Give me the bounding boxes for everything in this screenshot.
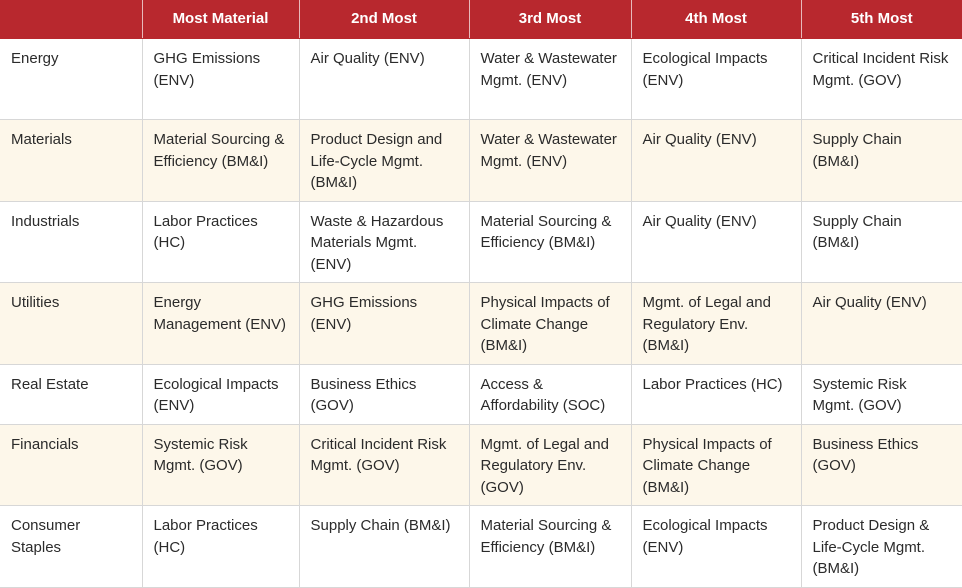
table-cell: Systemic Risk Mgmt. (GOV) bbox=[801, 364, 962, 425]
table-cell: Business Ethics (GOV) bbox=[299, 364, 470, 425]
table-cell: Air Quality (ENV) bbox=[631, 201, 802, 283]
table-cell: Material Sourcing & Efficiency (BM&I) bbox=[142, 119, 300, 202]
table-cell: Product Design & Life-Cycle Mgmt. (BM&I) bbox=[801, 505, 962, 588]
table-cell: Mgmt. of Legal and Regulatory Env. (BM&I… bbox=[631, 282, 802, 365]
sector-cell: Materials bbox=[0, 119, 143, 202]
sector-cell: Financials bbox=[0, 424, 143, 506]
header-cell-most-material: Most Material bbox=[142, 0, 300, 39]
table-cell: Supply Chain (BM&I) bbox=[299, 505, 470, 588]
table-row: Industrials Labor Practices (HC) Waste &… bbox=[0, 201, 962, 283]
table-cell: GHG Emissions (ENV) bbox=[142, 38, 300, 120]
table-cell: Supply Chain (BM&I) bbox=[801, 119, 962, 202]
table-cell: Air Quality (ENV) bbox=[299, 38, 470, 120]
table-cell: Ecological Impacts (ENV) bbox=[142, 364, 300, 425]
table-cell: Physical Impacts of Climate Change (BM&I… bbox=[631, 424, 802, 506]
table-cell: GHG Emissions (ENV) bbox=[299, 282, 470, 365]
table-cell: Labor Practices (HC) bbox=[631, 364, 802, 425]
table-row: Real Estate Ecological Impacts (ENV) Bus… bbox=[0, 364, 962, 425]
table-cell: Systemic Risk Mgmt. (GOV) bbox=[142, 424, 300, 506]
header-cell-4th-most: 4th Most bbox=[631, 0, 802, 39]
table-cell: Waste & Hazardous Materials Mgmt. (ENV) bbox=[299, 201, 470, 283]
header-cell-2nd-most: 2nd Most bbox=[299, 0, 470, 39]
table-cell: Labor Practices (HC) bbox=[142, 505, 300, 588]
table-cell: Water & Wastewater Mgmt. (ENV) bbox=[469, 119, 632, 202]
table-cell: Material Sourcing & Efficiency (BM&I) bbox=[469, 201, 632, 283]
table-cell: Product Design and Life-Cycle Mgmt. (BM&… bbox=[299, 119, 470, 202]
sector-cell: Energy bbox=[0, 38, 143, 120]
table-cell: Physical Impacts of Climate Change (BM&I… bbox=[469, 282, 632, 365]
table-cell: Mgmt. of Legal and Regulatory Env. (GOV) bbox=[469, 424, 632, 506]
table-cell: Energy Management (ENV) bbox=[142, 282, 300, 365]
table-row: Energy GHG Emissions (ENV) Air Quality (… bbox=[0, 38, 962, 120]
table-cell: Ecological Impacts (ENV) bbox=[631, 38, 802, 120]
header-row: Most Material 2nd Most 3rd Most 4th Most… bbox=[0, 0, 962, 39]
table-cell: Material Sourcing & Efficiency (BM&I) bbox=[469, 505, 632, 588]
header-cell-5th-most: 5th Most bbox=[801, 0, 962, 39]
table-cell: Air Quality (ENV) bbox=[801, 282, 962, 365]
table-cell: Labor Practices (HC) bbox=[142, 201, 300, 283]
table-row: Financials Systemic Risk Mgmt. (GOV) Cri… bbox=[0, 424, 962, 506]
table-cell: Ecological Impacts (ENV) bbox=[631, 505, 802, 588]
sector-cell: Utilities bbox=[0, 282, 143, 365]
sector-cell: Consumer Staples bbox=[0, 505, 143, 588]
header-cell-sector bbox=[0, 0, 143, 39]
table-cell: Access & Affordability (SOC) bbox=[469, 364, 632, 425]
table-cell: Supply Chain (BM&I) bbox=[801, 201, 962, 283]
table-cell: Critical Incident Risk Mgmt. (GOV) bbox=[299, 424, 470, 506]
table-cell: Air Quality (ENV) bbox=[631, 119, 802, 202]
table-row: Consumer Staples Labor Practices (HC) Su… bbox=[0, 505, 962, 588]
sector-cell: Real Estate bbox=[0, 364, 143, 425]
table-cell: Water & Wastewater Mgmt. (ENV) bbox=[469, 38, 632, 120]
table-row: Materials Material Sourcing & Efficiency… bbox=[0, 119, 962, 202]
table-cell: Business Ethics (GOV) bbox=[801, 424, 962, 506]
table-row: Utilities Energy Management (ENV) GHG Em… bbox=[0, 282, 962, 365]
sector-cell: Industrials bbox=[0, 201, 143, 283]
header-cell-3rd-most: 3rd Most bbox=[469, 0, 632, 39]
table-cell: Critical Incident Risk Mgmt. (GOV) bbox=[801, 38, 962, 120]
